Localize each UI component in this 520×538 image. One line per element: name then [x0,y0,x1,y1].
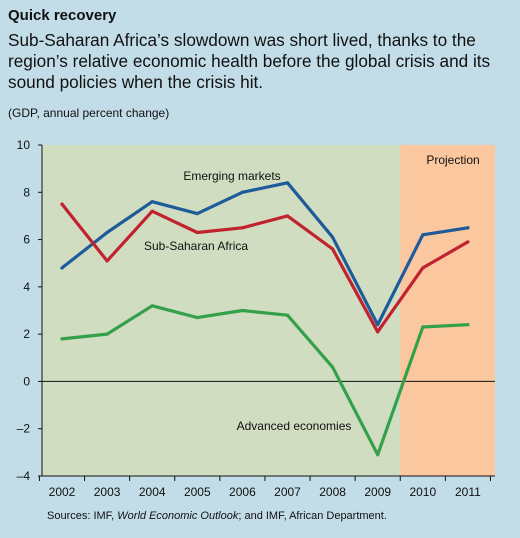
data-point-emerging-markets [376,323,380,327]
data-point-sub-saharan-africa [421,266,425,270]
data-point-sub-saharan-africa [150,209,154,213]
data-point-emerging-markets [240,190,244,194]
x-tick-label: 2004 [139,485,166,499]
series-line-advanced-economies [60,304,470,457]
data-point-emerging-markets [105,230,109,235]
data-point-advanced-economies [331,365,335,369]
data-point-advanced-economies [195,315,199,320]
data-point-sub-saharan-africa [285,214,290,218]
y-tick-label: 8 [23,185,30,199]
chart-title: Quick recovery [8,7,117,24]
y-tick-label: 0 [23,374,30,388]
data-point-advanced-economies [285,313,290,317]
chart-subtitle: Sub-Saharan Africa’s slowdown was short … [8,30,491,92]
data-point-emerging-markets [195,211,199,216]
data-point-emerging-markets [421,233,425,237]
x-tick-label: 2005 [184,485,211,499]
y-tick-label: 6 [23,233,30,247]
history-band [42,145,401,476]
data-point-sub-saharan-africa [331,247,335,251]
data-point-advanced-economies [240,308,244,313]
data-point-sub-saharan-africa [240,226,244,230]
data-point-sub-saharan-africa [376,330,380,334]
data-point-sub-saharan-africa [105,259,109,263]
data-point-sub-saharan-africa [60,202,64,206]
data-point-advanced-economies [466,323,470,327]
data-point-advanced-economies [421,325,425,329]
x-tick-label: 2003 [94,485,121,499]
source-publication: World Economic Outlook [117,510,239,522]
data-point-emerging-markets [150,200,154,204]
data-point-advanced-economies [105,332,109,336]
x-tick-label: 2011 [455,485,481,499]
y-tick-label: 10 [17,138,31,152]
x-tick-label: 2009 [364,485,391,499]
data-point-emerging-markets [331,235,335,239]
source-prefix: Sources: IMF, [47,510,118,522]
data-point-advanced-economies [376,453,380,457]
projection-band [400,145,495,476]
series-label-emerging-markets: Emerging markets [183,169,280,183]
units-note: (GDP, annual percent change) [8,106,170,120]
source-note: Sources: IMF, World Economic Outlook; an… [47,510,387,522]
series-label-sub-saharan-africa: Sub-Saharan Africa [144,239,248,253]
x-tick-label: 2002 [49,485,76,499]
y-tick-label: 2 [23,327,30,341]
data-point-emerging-markets [60,266,64,270]
data-point-advanced-economies [150,304,154,308]
x-tick-label: 2008 [319,485,346,499]
x-tick-label: 2006 [229,485,256,499]
series-line-emerging-markets [60,181,470,327]
x-tick-label: 2007 [274,485,301,499]
series-line-sub-saharan-africa [60,202,470,334]
y-tick-label: –4 [17,469,31,483]
projection-label: Projection [426,153,479,167]
source-suffix: ; and IMF, African Department. [238,510,387,522]
x-tick-label: 2010 [409,485,436,499]
data-point-emerging-markets [285,181,290,185]
data-point-advanced-economies [60,337,64,341]
series-label-advanced-economies: Advanced economies [237,419,352,433]
data-point-emerging-markets [466,226,470,230]
y-tick-label: 4 [23,280,30,294]
data-point-sub-saharan-africa [195,230,199,235]
data-point-sub-saharan-africa [466,240,470,244]
y-tick-label: –2 [17,422,31,436]
